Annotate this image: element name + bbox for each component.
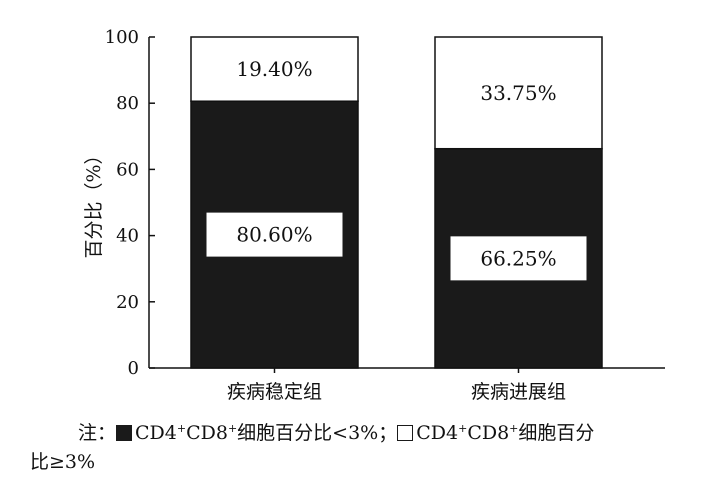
y-tick-label: 20 (116, 292, 139, 313)
data-label: 19.40% (236, 57, 312, 81)
data-label: 33.75% (480, 81, 556, 105)
y-tick-label: 40 (116, 226, 139, 247)
data-labels-layer: 80.60% 19.40% 66.25% 33.75% (206, 57, 587, 281)
y-tick-label: 100 (105, 27, 139, 48)
data-label: 80.60% (236, 223, 312, 247)
x-tick-label: 疾病进展组 (471, 381, 566, 403)
legend-empty-square-icon (397, 425, 414, 441)
legend-item-below-3: CD4+CD8+细胞百分比<3%； (135, 422, 398, 444)
y-tick-label: 80 (116, 93, 139, 114)
y-axis-label: 百分比（%） (83, 145, 105, 258)
data-label: 66.25% (480, 246, 556, 270)
bar-segment (190, 36, 359, 102)
y-tick-label: 60 (116, 159, 139, 180)
chart-note-line1: 注： CD4+CD8+细胞百分比<3%； CD4+CD8+细胞百分 (78, 418, 594, 444)
x-tick-label: 疾病稳定组 (227, 381, 322, 403)
chart-note-line2: 比≥3% (30, 451, 95, 473)
bar-segment (434, 36, 603, 150)
data-label-box (450, 236, 587, 281)
legend-filled-square-icon (116, 425, 133, 441)
stacked-bar-chart: 0 20 40 60 80 100 疾病稳定组 疾病进展组 80.60% 19.40% 66.25… (83, 27, 665, 403)
note-prefix: 注： (78, 422, 117, 444)
y-tick-label: 0 (128, 358, 139, 379)
axes: 0 20 40 60 80 100 疾病稳定组 疾病进展组 (105, 27, 665, 403)
legend-item-above-3: CD4+CD8+细胞百分 (416, 422, 595, 444)
data-label-box (206, 212, 343, 257)
legend-item-above-3-cont: 比≥3% (30, 451, 96, 473)
